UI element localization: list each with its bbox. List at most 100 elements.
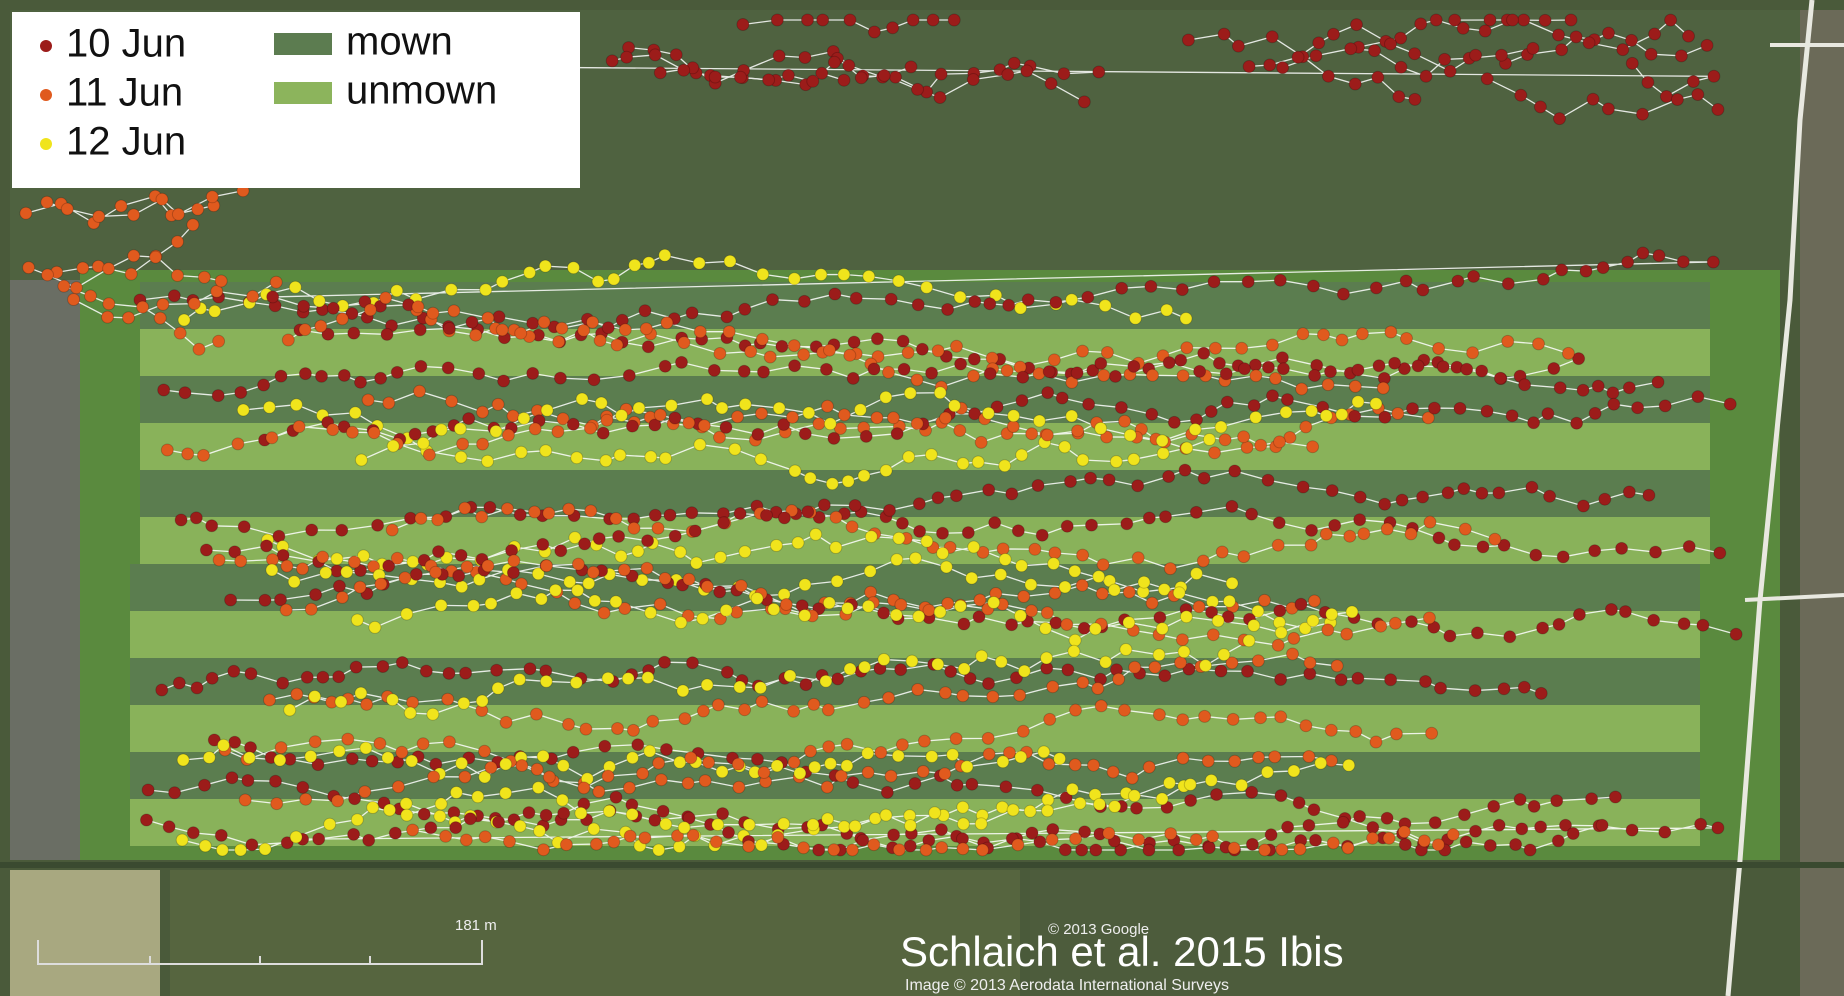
- track-point: [1179, 464, 1191, 476]
- track-point: [1305, 539, 1317, 551]
- track-point: [679, 713, 691, 725]
- track-point: [758, 767, 770, 779]
- track-point: [1350, 726, 1362, 738]
- track-point: [382, 752, 394, 764]
- track-point: [1381, 523, 1393, 535]
- track-point: [593, 533, 605, 545]
- track-point: [982, 732, 994, 744]
- track-point: [1318, 329, 1330, 341]
- track-point: [1442, 487, 1454, 499]
- track-point: [42, 269, 54, 281]
- track-point: [1203, 434, 1215, 446]
- track-point: [247, 290, 259, 302]
- track-point: [243, 752, 255, 764]
- track-point: [1156, 623, 1168, 635]
- track-point: [751, 593, 763, 605]
- track-point: [480, 284, 492, 296]
- track-point: [697, 705, 709, 717]
- track-point: [1589, 545, 1601, 557]
- track-point: [858, 696, 870, 708]
- track-point: [1189, 424, 1201, 436]
- track-point: [1287, 648, 1299, 660]
- track-point: [660, 744, 672, 756]
- track-point: [782, 69, 794, 81]
- track-point: [500, 758, 512, 770]
- track-point: [1143, 512, 1155, 524]
- track-point: [1730, 628, 1742, 640]
- track-point: [1460, 836, 1472, 848]
- track-point: [1274, 274, 1286, 286]
- track-point: [1054, 753, 1066, 765]
- track-point: [669, 412, 681, 424]
- track-point: [745, 346, 757, 358]
- track-point: [529, 423, 541, 435]
- track-point: [597, 427, 609, 439]
- track-point: [937, 527, 949, 539]
- track-point: [229, 736, 241, 748]
- track-point: [815, 269, 827, 281]
- track-point: [1252, 655, 1264, 667]
- track-point: [703, 756, 715, 768]
- track-point: [297, 563, 309, 575]
- track-point: [432, 514, 444, 526]
- track-point: [1026, 428, 1038, 440]
- track-point: [678, 64, 690, 76]
- track-point: [687, 657, 699, 669]
- track-point: [259, 843, 271, 855]
- track-point: [433, 546, 445, 558]
- track-point: [841, 738, 853, 750]
- track-point: [670, 49, 682, 61]
- track-point: [1109, 801, 1121, 813]
- track-point: [618, 564, 630, 576]
- track-point: [404, 707, 416, 719]
- track-point: [482, 312, 494, 324]
- track-point: [427, 708, 439, 720]
- track-point: [359, 786, 371, 798]
- track-point: [822, 704, 834, 716]
- track-point: [482, 455, 494, 467]
- track-point: [406, 755, 418, 767]
- track-point: [1147, 369, 1159, 381]
- track-point: [1038, 746, 1050, 758]
- track-point: [1349, 410, 1361, 422]
- track-point: [799, 610, 811, 622]
- track-point: [532, 782, 544, 794]
- track-point: [891, 554, 903, 566]
- track-point: [245, 668, 257, 680]
- track-point: [881, 786, 893, 798]
- track-point: [1107, 766, 1119, 778]
- track-point: [1707, 256, 1719, 268]
- track-point: [1303, 751, 1315, 763]
- track-point: [892, 750, 904, 762]
- track-point: [567, 418, 579, 430]
- track-point: [1220, 368, 1232, 380]
- track-point: [128, 250, 140, 262]
- track-point: [642, 535, 654, 547]
- track-point: [1180, 611, 1192, 623]
- track-point: [1297, 481, 1309, 493]
- track-point: [934, 606, 946, 618]
- track-point: [1344, 530, 1356, 542]
- track-point: [1095, 357, 1107, 369]
- track-point: [595, 397, 607, 409]
- track-point: [1209, 447, 1221, 459]
- track-point: [661, 317, 673, 329]
- track-point: [1176, 634, 1188, 646]
- track-point: [317, 671, 329, 683]
- track-point: [1016, 395, 1028, 407]
- track-point: [556, 322, 568, 334]
- track-point: [539, 260, 551, 272]
- track-point: [1180, 313, 1192, 325]
- track-point: [1609, 791, 1621, 803]
- track-point: [826, 478, 838, 490]
- track-point: [955, 358, 967, 370]
- track-point: [163, 821, 175, 833]
- track-point: [996, 801, 1008, 813]
- track-point: [739, 546, 751, 558]
- track-point: [1504, 631, 1516, 643]
- track-point: [572, 584, 584, 596]
- track-point: [1041, 429, 1053, 441]
- track-point: [332, 795, 344, 807]
- track-point: [320, 567, 332, 579]
- track-point: [541, 560, 553, 572]
